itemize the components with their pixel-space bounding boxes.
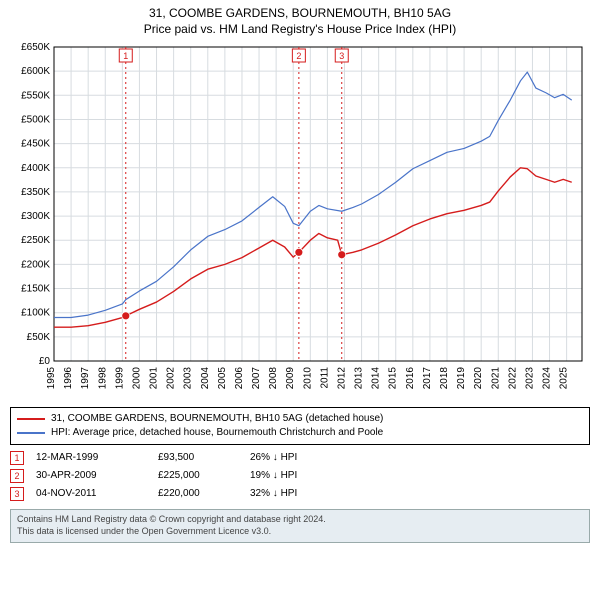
x-tick-label: 2025 — [559, 367, 570, 390]
x-tick-label: 2013 — [354, 367, 365, 390]
x-tick-label: 2009 — [285, 367, 296, 390]
x-tick-label: 2007 — [251, 367, 262, 390]
sale-marker-box: 2 — [10, 469, 24, 483]
sales-table: 1 12-MAR-1999 £93,500 26% ↓ HPI 2 30-APR-2009… — [10, 449, 590, 503]
y-tick-label: £200K — [21, 260, 50, 271]
legend-swatch — [17, 432, 45, 434]
y-tick-label: £0 — [39, 356, 51, 367]
x-tick-label: 2021 — [490, 367, 501, 390]
sale-delta: 26% ↓ HPI — [250, 449, 297, 467]
sale-marker-flag: 2 — [296, 51, 301, 61]
y-tick-label: £450K — [21, 139, 50, 150]
legend-label: HPI: Average price, detached house, Bour… — [51, 426, 383, 440]
sale-price: £225,000 — [158, 467, 238, 485]
y-tick-label: £550K — [21, 90, 50, 101]
y-tick-label: £600K — [21, 66, 50, 77]
chart-canvas: £0 £50K £100K £150K £200K £250K £300K £350K £400… — [10, 41, 590, 401]
x-tick-label: 2018 — [439, 367, 450, 390]
sale-delta: 19% ↓ HPI — [250, 467, 297, 485]
x-tick-label: 2022 — [507, 367, 518, 390]
x-tick-label: 1997 — [80, 367, 91, 390]
sale-marker-box: 3 — [10, 487, 24, 501]
y-tick-label: £500K — [21, 115, 50, 126]
sale-row: 3 04-NOV-2011 £220,000 32% ↓ HPI — [10, 485, 590, 503]
x-tick-label: 2019 — [456, 367, 467, 390]
sale-price: £220,000 — [158, 485, 238, 503]
x-tick-label: 2010 — [302, 367, 313, 390]
sale-price: £93,500 — [158, 449, 238, 467]
y-tick-label: £50K — [27, 332, 51, 343]
x-tick-label: 2023 — [524, 367, 535, 390]
sale-date: 04-NOV-2011 — [36, 485, 146, 503]
sale-delta: 32% ↓ HPI — [250, 485, 297, 503]
x-tick-label: 2005 — [217, 367, 228, 390]
x-tick-label: 2000 — [131, 367, 142, 390]
x-tick-label: 2016 — [405, 367, 416, 390]
legend-box: 31, COOMBE GARDENS, BOURNEMOUTH, BH10 5A… — [10, 407, 590, 445]
x-tick-label: 1999 — [114, 367, 125, 390]
x-tick-label: 2012 — [336, 367, 347, 390]
legend-item: 31, COOMBE GARDENS, BOURNEMOUTH, BH10 5A… — [17, 412, 583, 426]
x-tick-label: 2024 — [542, 367, 553, 390]
x-tick-label: 2006 — [234, 367, 245, 390]
sale-marker-flag: 1 — [123, 51, 128, 61]
attribution-line2: This data is licensed under the Open Gov… — [17, 526, 583, 538]
x-tick-label: 2015 — [388, 367, 399, 390]
legend-swatch — [17, 418, 45, 420]
attribution-line1: Contains HM Land Registry data © Crown c… — [17, 514, 583, 526]
sale-date: 30-APR-2009 — [36, 467, 146, 485]
x-tick-label: 2004 — [200, 367, 211, 390]
x-tick-label: 2011 — [319, 367, 330, 389]
x-tick-label: 2014 — [371, 367, 382, 390]
legend-label: 31, COOMBE GARDENS, BOURNEMOUTH, BH10 5A… — [51, 412, 383, 426]
x-tick-label: 1995 — [46, 367, 57, 390]
x-tick-label: 1996 — [63, 367, 74, 390]
y-tick-label: £650K — [21, 42, 50, 53]
x-tick-label: 2017 — [422, 367, 433, 390]
y-tick-label: £400K — [21, 163, 50, 174]
chart-svg: £0 £50K £100K £150K £200K £250K £300K £350K £400… — [10, 41, 590, 401]
attribution-box: Contains HM Land Registry data © Crown c… — [10, 509, 590, 542]
chart-subtitle: Price paid vs. HM Land Registry's House … — [10, 22, 590, 38]
x-tick-label: 2020 — [473, 367, 484, 390]
legend-item: HPI: Average price, detached house, Bour… — [17, 426, 583, 440]
sale-date: 12-MAR-1999 — [36, 449, 146, 467]
x-tick-label: 1998 — [97, 367, 108, 390]
x-tick-label: 2003 — [183, 367, 194, 390]
y-tick-label: £100K — [21, 308, 50, 319]
sale-marker-flag: 3 — [339, 51, 344, 61]
sale-row: 2 30-APR-2009 £225,000 19% ↓ HPI — [10, 467, 590, 485]
y-tick-label: £300K — [21, 211, 50, 222]
chart-title: 31, COOMBE GARDENS, BOURNEMOUTH, BH10 5A… — [10, 6, 590, 22]
sale-marker-box: 1 — [10, 451, 24, 465]
x-tick-label: 2002 — [166, 367, 177, 390]
x-tick-label: 2001 — [149, 367, 160, 390]
y-tick-label: £350K — [21, 187, 50, 198]
sale-row: 1 12-MAR-1999 £93,500 26% ↓ HPI — [10, 449, 590, 467]
x-tick-label: 2008 — [268, 367, 279, 390]
y-tick-label: £250K — [21, 235, 50, 246]
y-tick-label: £150K — [21, 284, 50, 295]
